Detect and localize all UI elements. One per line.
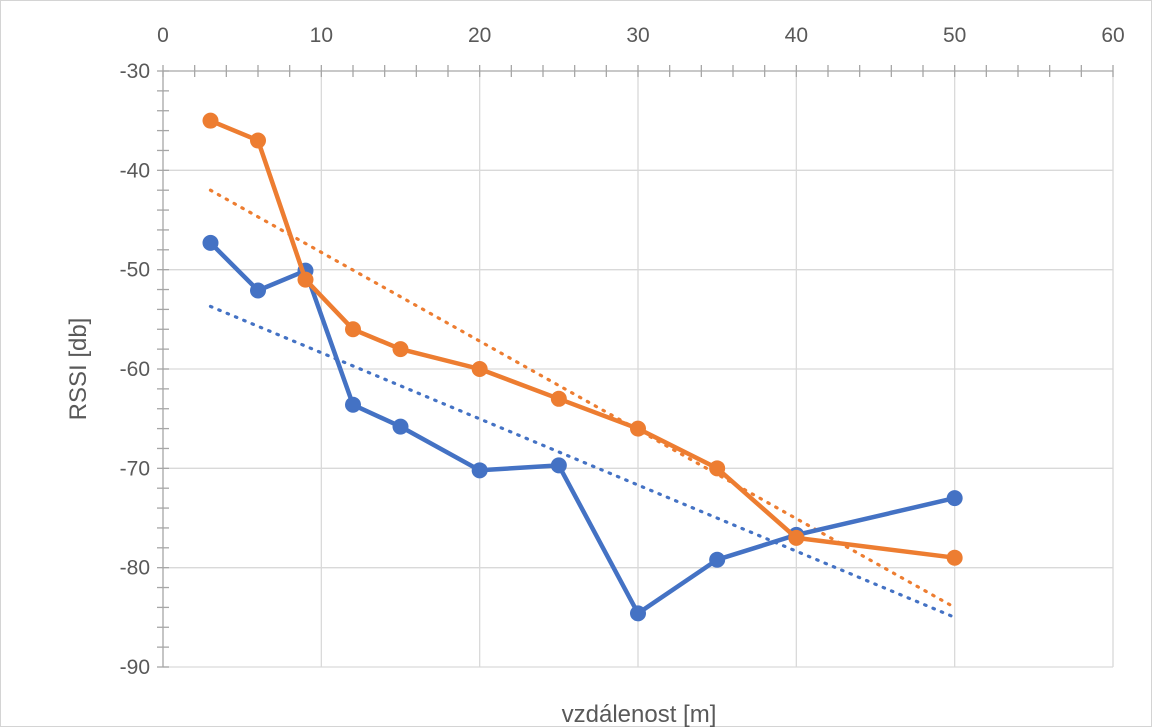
- data-point: [202, 234, 219, 251]
- y-tick-label: -70: [120, 457, 150, 480]
- x-axis-title: vzdálenost [m]: [562, 701, 717, 728]
- data-point: [946, 549, 963, 566]
- data-point: [788, 529, 805, 546]
- data-point: [471, 361, 488, 377]
- data-point: [630, 605, 646, 622]
- data-point: [709, 551, 726, 568]
- data-point: [345, 321, 361, 338]
- axes: [157, 65, 1114, 668]
- data-point: [250, 282, 266, 299]
- gridlines: [163, 71, 1114, 668]
- data-point: [345, 396, 361, 413]
- y-tick-label: -60: [120, 358, 150, 381]
- series-line: [208, 118, 957, 560]
- trendline: [208, 304, 957, 619]
- data-point: [946, 490, 963, 507]
- data-point: [297, 271, 314, 288]
- y-tick-label: -30: [120, 60, 150, 83]
- y-tick-label: -40: [120, 159, 150, 182]
- trendlines: [208, 188, 957, 619]
- y-axis-title: RSSI [db]: [65, 318, 92, 421]
- data-point: [550, 390, 567, 407]
- trendline: [208, 188, 957, 610]
- x-tick-label: 10: [310, 24, 333, 47]
- x-tick-label: 0: [157, 24, 169, 47]
- y-tick-label: -50: [120, 259, 150, 282]
- data-point: [392, 341, 409, 358]
- x-tick-label: 60: [1101, 24, 1124, 47]
- y-tick-label: -90: [120, 656, 150, 679]
- data-point: [630, 420, 646, 437]
- data-point: [471, 462, 488, 479]
- data-point: [709, 460, 726, 477]
- data-point: [550, 457, 567, 474]
- x-tick-label: 40: [785, 24, 808, 47]
- series-lines: [202, 112, 963, 622]
- x-tick-label: 20: [468, 24, 491, 47]
- data-point: [250, 132, 266, 149]
- data-point: [392, 418, 409, 435]
- x-tick-label: 30: [626, 24, 649, 47]
- tick-labels: 0 10 20 30 40 50 60 -30 -40 -50 -60 -70 -80 -90: [120, 24, 1125, 679]
- data-point: [202, 112, 219, 129]
- y-tick-label: -80: [120, 557, 150, 580]
- x-tick-label: 50: [943, 24, 966, 47]
